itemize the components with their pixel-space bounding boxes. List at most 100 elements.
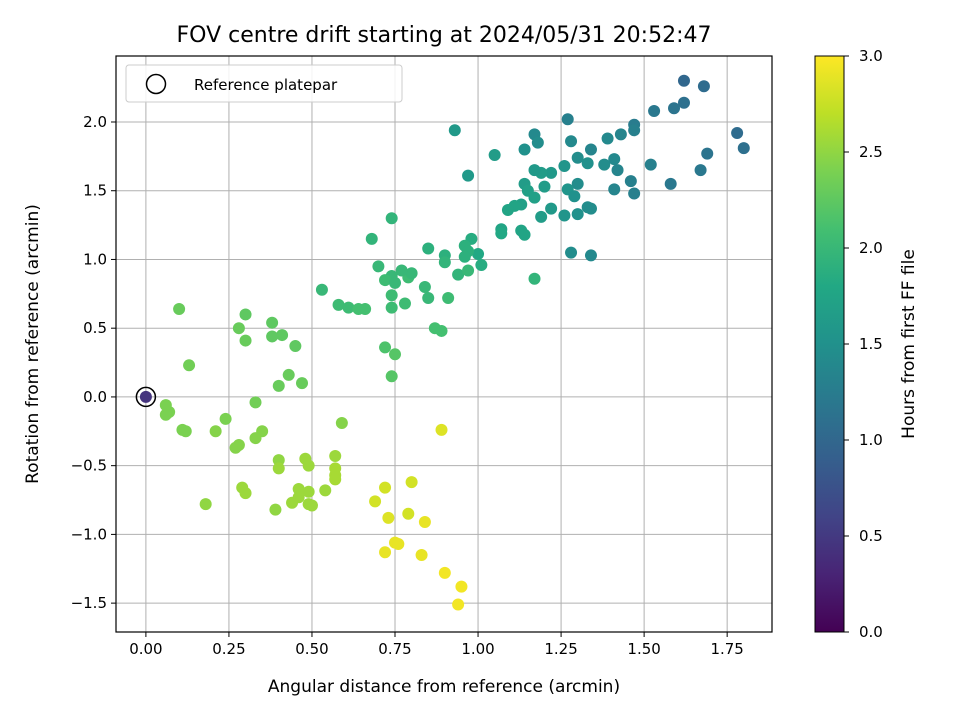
y-axis: −1.5 −1.0 −0.5 0.0 0.5 1.0 1.5 2.0 <box>71 113 116 612</box>
data-point <box>571 208 584 221</box>
data-point <box>269 503 282 516</box>
data-point <box>342 301 355 314</box>
colorbar-tick-label: 1.5 <box>859 335 883 353</box>
legend-label-reference: Reference platepar <box>194 76 338 94</box>
data-point <box>435 324 448 337</box>
data-point <box>209 425 222 438</box>
data-point <box>608 183 621 196</box>
data-point <box>266 330 279 343</box>
data-point <box>628 187 641 200</box>
data-point <box>385 212 398 225</box>
data-point <box>677 74 690 87</box>
data-point <box>385 301 398 314</box>
data-point <box>422 291 435 304</box>
data-point <box>584 143 597 156</box>
data-point <box>598 158 611 171</box>
data-point <box>438 566 451 579</box>
data-point <box>664 177 677 190</box>
y-tick-label: 1.0 <box>83 250 107 268</box>
data-point <box>422 242 435 255</box>
data-point <box>452 268 465 281</box>
x-tick-label: 0.75 <box>378 640 411 658</box>
data-point <box>398 297 411 310</box>
data-point <box>229 441 242 454</box>
data-point <box>581 157 594 170</box>
data-point <box>272 379 285 392</box>
data-point <box>405 267 418 280</box>
data-point <box>558 159 571 172</box>
data-point <box>584 202 597 215</box>
data-point <box>558 209 571 222</box>
data-point <box>501 203 514 216</box>
x-tick-label: 0.00 <box>129 640 162 658</box>
data-point <box>379 481 392 494</box>
data-point <box>389 348 402 361</box>
data-point <box>601 132 614 145</box>
x-tick-label: 0.25 <box>212 640 245 658</box>
data-point <box>668 102 681 115</box>
x-tick-label: 1.75 <box>710 640 743 658</box>
data-point <box>179 425 192 438</box>
data-point <box>369 495 382 508</box>
data-point <box>379 546 392 559</box>
data-point <box>249 432 262 445</box>
y-tick-label: 1.5 <box>83 182 107 200</box>
data-point <box>249 396 262 409</box>
data-point <box>438 256 451 269</box>
colorbar-gradient <box>814 55 845 633</box>
data-point <box>385 370 398 383</box>
data-point <box>405 476 418 489</box>
data-point <box>302 459 315 472</box>
data-point <box>395 264 408 277</box>
x-tick-label: 1.25 <box>544 640 577 658</box>
y-tick-label: −1.5 <box>71 594 107 612</box>
data-point <box>418 516 431 529</box>
data-point <box>183 359 196 372</box>
data-point <box>219 412 232 425</box>
data-point <box>701 147 714 160</box>
data-point <box>289 340 302 353</box>
data-point <box>737 142 750 155</box>
colorbar-tick-label: 1.0 <box>859 431 883 449</box>
data-point <box>272 454 285 467</box>
colorbar-tick-label: 2.5 <box>859 143 883 161</box>
data-point <box>415 549 428 562</box>
colorbar-tick-label: 3.0 <box>859 47 883 65</box>
data-point <box>372 260 385 273</box>
data-point <box>315 283 328 296</box>
colorbar-ticks: 0.0 0.5 1.0 1.5 2.0 2.5 3.0 <box>844 47 883 641</box>
y-axis-label: Rotation from reference (arcmin) <box>23 204 43 484</box>
data-point <box>173 302 186 315</box>
data-point <box>329 473 342 486</box>
data-point <box>402 507 415 520</box>
data-point <box>319 484 332 497</box>
data-point <box>495 227 508 240</box>
data-point <box>614 128 627 141</box>
data-point <box>302 485 315 498</box>
data-point <box>458 250 471 263</box>
data-point <box>571 177 584 190</box>
reference-point <box>139 390 152 403</box>
data-point <box>379 274 392 287</box>
data-point <box>545 166 558 179</box>
data-point <box>545 202 558 215</box>
data-point <box>531 136 544 149</box>
data-point <box>392 538 405 551</box>
data-point <box>694 164 707 177</box>
data-point <box>455 580 468 593</box>
data-point <box>239 334 252 347</box>
data-point <box>159 408 172 421</box>
data-point <box>442 291 455 304</box>
data-point <box>452 598 465 611</box>
data-point <box>624 175 637 188</box>
y-tick-label: 2.0 <box>83 113 107 131</box>
data-point <box>365 232 378 245</box>
data-point <box>535 210 548 223</box>
colorbar-tick-label: 0.0 <box>859 623 883 641</box>
data-point <box>528 272 541 285</box>
data-point <box>475 258 488 271</box>
x-axis: 0.00 0.25 0.50 0.75 1.00 1.25 1.50 1.75 <box>129 632 744 658</box>
colorbar-tick-label: 0.5 <box>859 527 883 545</box>
chart-title: FOV centre drift starting at 2024/05/31 … <box>177 23 712 48</box>
